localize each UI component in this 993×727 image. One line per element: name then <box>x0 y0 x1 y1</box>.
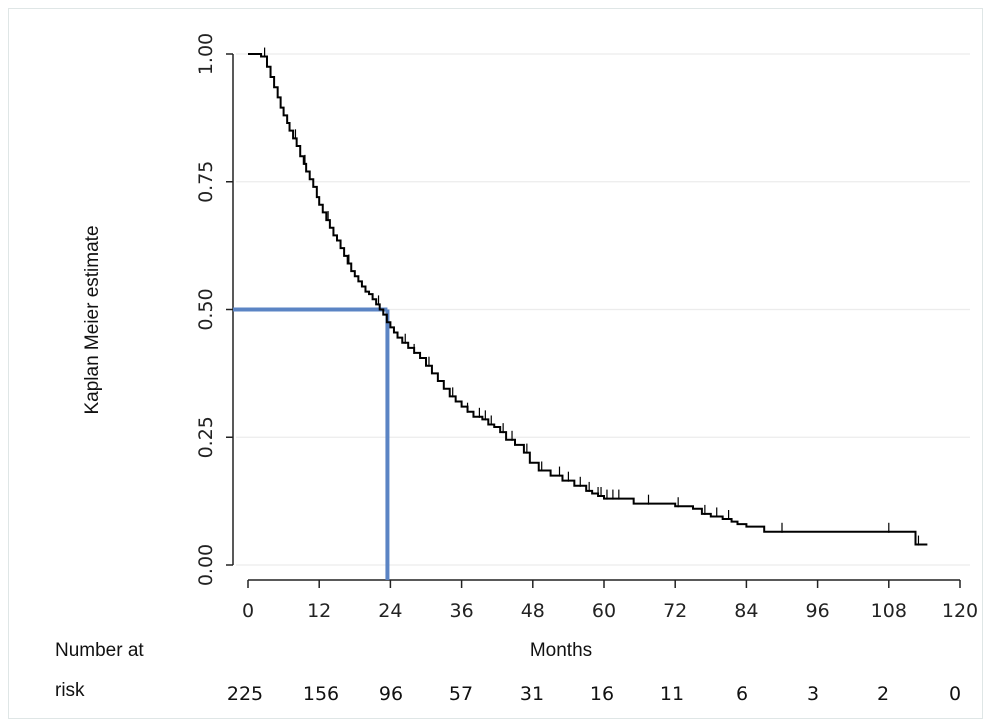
y-ticks: 0.00 0.25 0.50 0.75 1.00 <box>195 33 233 586</box>
risk-table-label-line1: Number at <box>55 640 144 661</box>
risk-table-counts: 225 156 96 57 31 16 11 6 3 2 0 <box>227 683 961 705</box>
x-tick-label-8: 96 <box>806 600 830 622</box>
x-ticks: 0 12 24 36 48 60 72 84 96 108 120 <box>242 580 978 622</box>
x-axis-title: Months <box>530 640 592 661</box>
y-axis-title: Kaplan Meier estimate <box>82 225 103 414</box>
x-tick-label-4: 48 <box>521 600 545 622</box>
risk-count-10: 0 <box>949 683 961 705</box>
y-tick-label-1: 0.25 <box>195 416 217 458</box>
survival-curve <box>248 53 928 546</box>
risk-table-label-line2: risk <box>55 680 85 701</box>
x-tick-label-10: 120 <box>942 600 978 622</box>
risk-count-4: 31 <box>520 683 544 705</box>
y-tick-label-2: 0.50 <box>195 288 217 330</box>
risk-count-6: 11 <box>660 683 684 705</box>
y-tick-label-4: 1.00 <box>195 33 217 75</box>
risk-count-2: 96 <box>379 683 403 705</box>
x-tick-label-2: 24 <box>378 600 402 622</box>
censor-marks <box>264 47 920 546</box>
risk-count-5: 16 <box>590 683 614 705</box>
x-tick-label-3: 36 <box>450 600 474 622</box>
risk-count-8: 3 <box>807 683 819 705</box>
x-tick-label-1: 12 <box>307 600 331 622</box>
figure-frame <box>8 8 983 719</box>
risk-count-1: 156 <box>303 683 339 705</box>
x-tick-label-6: 72 <box>663 600 687 622</box>
gridlines <box>236 53 970 566</box>
x-tick-label-9: 108 <box>871 600 907 622</box>
km-step-line <box>248 53 928 546</box>
y-tick-label-3: 0.75 <box>195 161 217 203</box>
risk-count-9: 2 <box>877 683 889 705</box>
x-tick-label-0: 0 <box>242 600 254 622</box>
risk-count-0: 225 <box>227 683 263 705</box>
x-tick-label-7: 84 <box>734 600 758 622</box>
median-reference-lines <box>233 307 390 580</box>
risk-count-3: 57 <box>449 683 473 705</box>
risk-count-7: 6 <box>736 683 748 705</box>
y-tick-label-0: 0.00 <box>195 544 217 586</box>
x-tick-label-5: 60 <box>592 600 616 622</box>
axes <box>232 54 960 581</box>
